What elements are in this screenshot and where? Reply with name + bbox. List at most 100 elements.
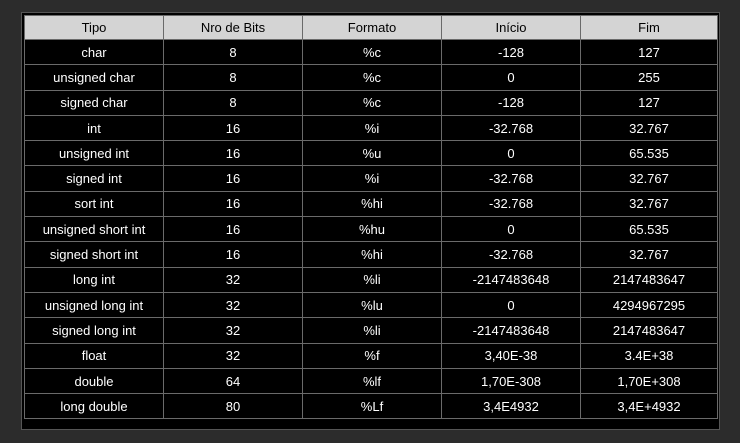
cell-bits: 16 bbox=[163, 140, 303, 167]
cell-inicio: 0 bbox=[441, 64, 581, 91]
cell-inicio: 0 bbox=[441, 140, 581, 167]
table-row: signed short int 16 %hi -32.768 32.767 bbox=[24, 241, 718, 268]
cell-fim: 3.4E+38 bbox=[580, 342, 718, 369]
cell-bits: 32 bbox=[163, 266, 303, 293]
cell-tipo: signed long int bbox=[24, 317, 164, 344]
table-header: Tipo Nro de Bits Formato Início Fim bbox=[24, 15, 718, 40]
table-row: unsigned short int 16 %hu 0 65.535 bbox=[24, 216, 718, 243]
cell-bits: 80 bbox=[163, 393, 303, 420]
table-row: signed long int 32 %li -2147483648 214748364… bbox=[24, 317, 718, 344]
cell-fim: 3,4E+4932 bbox=[580, 393, 718, 420]
cell-formato: %li bbox=[302, 317, 442, 344]
cell-bits: 32 bbox=[163, 342, 303, 369]
table-row: signed char 8 %c -128 127 bbox=[24, 89, 718, 116]
cell-bits: 32 bbox=[163, 317, 303, 344]
cell-tipo: unsigned char bbox=[24, 64, 164, 91]
cell-inicio: -32.768 bbox=[441, 114, 581, 142]
cell-inicio: -128 bbox=[441, 38, 581, 66]
cell-inicio: -32.768 bbox=[441, 165, 581, 192]
cell-bits: 8 bbox=[163, 64, 303, 91]
header-tipo: Tipo bbox=[24, 15, 164, 40]
cell-tipo: double bbox=[24, 367, 164, 395]
cell-inicio: -128 bbox=[441, 89, 581, 116]
header-formato: Formato bbox=[302, 15, 442, 40]
cell-fim: 65.535 bbox=[580, 140, 718, 167]
cell-tipo: char bbox=[24, 38, 164, 66]
table-row: int 16 %i -32.768 32.767 bbox=[24, 114, 718, 142]
header-row: Tipo Nro de Bits Formato Início Fim bbox=[24, 15, 718, 40]
header-inicio: Início bbox=[441, 15, 581, 40]
cell-fim: 32.767 bbox=[580, 190, 718, 218]
cell-formato: %c bbox=[302, 38, 442, 66]
cell-formato: %i bbox=[302, 165, 442, 192]
cell-fim: 127 bbox=[580, 38, 718, 66]
cell-tipo: int bbox=[24, 114, 164, 142]
cell-tipo: signed int bbox=[24, 165, 164, 192]
cell-inicio: 3,4E4932 bbox=[441, 393, 581, 420]
cell-bits: 64 bbox=[163, 367, 303, 395]
cell-formato: %hi bbox=[302, 241, 442, 268]
cell-inicio: -32.768 bbox=[441, 190, 581, 218]
table-row: long int 32 %li -2147483648 2147483647 bbox=[24, 266, 718, 293]
table-row: unsigned int 16 %u 0 65.535 bbox=[24, 140, 718, 167]
cell-formato: %c bbox=[302, 89, 442, 116]
table-row: double 64 %lf 1,70E-308 1,70E+308 bbox=[24, 367, 718, 395]
cell-fim: 2147483647 bbox=[580, 266, 718, 293]
table-body: char 8 %c -128 127 unsigned char 8 %c 0 255 signed… bbox=[24, 38, 718, 420]
cell-formato: %Lf bbox=[302, 393, 442, 420]
cell-tipo: unsigned long int bbox=[24, 291, 164, 319]
cell-fim: 4294967295 bbox=[580, 291, 718, 319]
cell-fim: 255 bbox=[580, 64, 718, 91]
cell-fim: 127 bbox=[580, 89, 718, 116]
cell-inicio: 1,70E-308 bbox=[441, 367, 581, 395]
table-row: signed int 16 %i -32.768 32.767 bbox=[24, 165, 718, 192]
cell-tipo: float bbox=[24, 342, 164, 369]
cell-formato: %hi bbox=[302, 190, 442, 218]
cell-inicio: -2147483648 bbox=[441, 266, 581, 293]
table-row: char 8 %c -128 127 bbox=[24, 38, 718, 66]
cell-inicio: 0 bbox=[441, 291, 581, 319]
header-fim: Fim bbox=[580, 15, 718, 40]
cell-bits: 16 bbox=[163, 241, 303, 268]
cell-formato: %c bbox=[302, 64, 442, 91]
table-row: float 32 %f 3,40E-38 3.4E+38 bbox=[24, 342, 718, 369]
data-types-table: Tipo Nro de Bits Formato Início Fim char… bbox=[24, 15, 718, 420]
cell-tipo: long double bbox=[24, 393, 164, 420]
cell-bits: 8 bbox=[163, 38, 303, 66]
cell-inicio: -2147483648 bbox=[441, 317, 581, 344]
cell-tipo: signed char bbox=[24, 89, 164, 116]
cell-formato: %hu bbox=[302, 216, 442, 243]
cell-formato: %f bbox=[302, 342, 442, 369]
cell-inicio: 3,40E-38 bbox=[441, 342, 581, 369]
cell-fim: 2147483647 bbox=[580, 317, 718, 344]
cell-formato: %li bbox=[302, 266, 442, 293]
header-nro-de-bits: Nro de Bits bbox=[163, 15, 303, 40]
cell-fim: 65.535 bbox=[580, 216, 718, 243]
cell-bits: 32 bbox=[163, 291, 303, 319]
cell-inicio: 0 bbox=[441, 216, 581, 243]
cell-tipo: unsigned short int bbox=[24, 216, 164, 243]
cell-bits: 16 bbox=[163, 165, 303, 192]
cell-formato: %lf bbox=[302, 367, 442, 395]
cell-formato: %u bbox=[302, 140, 442, 167]
cell-formato: %i bbox=[302, 114, 442, 142]
cell-fim: 32.767 bbox=[580, 241, 718, 268]
table-row: sort int 16 %hi -32.768 32.767 bbox=[24, 190, 718, 218]
table-row: unsigned long int 32 %lu 0 4294967295 bbox=[24, 291, 718, 319]
cell-tipo: long int bbox=[24, 266, 164, 293]
cell-tipo: unsigned int bbox=[24, 140, 164, 167]
cell-fim: 1,70E+308 bbox=[580, 367, 718, 395]
cell-fim: 32.767 bbox=[580, 165, 718, 192]
cell-fim: 32.767 bbox=[580, 114, 718, 142]
cell-bits: 16 bbox=[163, 190, 303, 218]
table-row: unsigned char 8 %c 0 255 bbox=[24, 64, 718, 91]
table-frame: Tipo Nro de Bits Formato Início Fim char… bbox=[21, 12, 720, 430]
cell-formato: %lu bbox=[302, 291, 442, 319]
table-row: long double 80 %Lf 3,4E4932 3,4E+4932 bbox=[24, 393, 718, 420]
cell-tipo: signed short int bbox=[24, 241, 164, 268]
cell-bits: 16 bbox=[163, 114, 303, 142]
cell-bits: 16 bbox=[163, 216, 303, 243]
cell-tipo: sort int bbox=[24, 190, 164, 218]
cell-inicio: -32.768 bbox=[441, 241, 581, 268]
cell-bits: 8 bbox=[163, 89, 303, 116]
